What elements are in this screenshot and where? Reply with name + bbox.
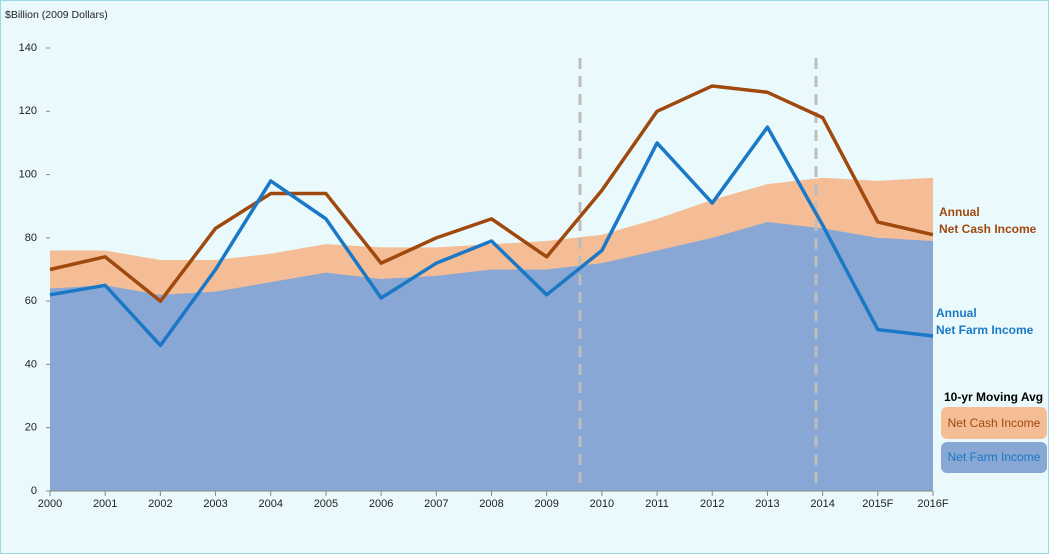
series-label: Annual — [939, 205, 980, 219]
lines — [49, 84, 934, 348]
legend-label: Net Cash Income — [948, 416, 1041, 430]
line — [49, 84, 934, 303]
x-tick-label: 2015F — [862, 498, 893, 510]
x-tick-label: 2008 — [479, 498, 503, 510]
legend-swatch — [941, 407, 1047, 439]
x-tick-label: 2010 — [590, 498, 614, 510]
x-tick-label: 2013 — [755, 498, 779, 510]
x-tick-label: 2000 — [38, 498, 62, 510]
y-tick-label: 120 — [19, 105, 37, 117]
x-tick-label: 2001 — [93, 498, 117, 510]
y-tick-label: 0 — [31, 485, 37, 497]
line — [49, 125, 934, 348]
y-tick-label: 80 — [25, 232, 37, 244]
x-tick-label: 2003 — [203, 498, 227, 510]
series-label: Annual — [936, 306, 977, 320]
x-tick-label: 2009 — [534, 498, 558, 510]
y-tick-label: 60 — [25, 295, 37, 307]
x-tick-label: 2004 — [259, 498, 283, 510]
areas — [50, 177, 933, 492]
x-tick-label: 2002 — [148, 498, 172, 510]
y-tick-label: 100 — [19, 168, 37, 180]
series-label: Net Farm Income — [936, 323, 1034, 337]
area — [50, 222, 933, 492]
series-label: Net Cash Income — [939, 222, 1037, 236]
y-tick-label: 140 — [19, 42, 37, 54]
x-tick-label: 2011 — [645, 498, 669, 510]
y-axis-title: $Billion (2009 Dollars) — [5, 9, 108, 21]
x-tick-label: 2012 — [700, 498, 724, 510]
y-tick-label: 40 — [25, 358, 37, 370]
x-tick-label: 2007 — [424, 498, 448, 510]
x-tick-label: 2016F — [917, 498, 948, 510]
legend-swatch — [941, 442, 1047, 473]
x-tick-label: 2006 — [369, 498, 393, 510]
x-tick-label: 2005 — [314, 498, 338, 510]
legend-title: 10-yr Moving Avg — [944, 390, 1043, 404]
x-tick-label: 2014 — [810, 498, 834, 510]
y-tick-label: 20 — [25, 422, 37, 434]
legend-label: Net Farm Income — [948, 450, 1041, 464]
axes: 0 20 40 60 80 100 120 140 2000 2001 2002 2003 2004 20… — [19, 42, 949, 510]
